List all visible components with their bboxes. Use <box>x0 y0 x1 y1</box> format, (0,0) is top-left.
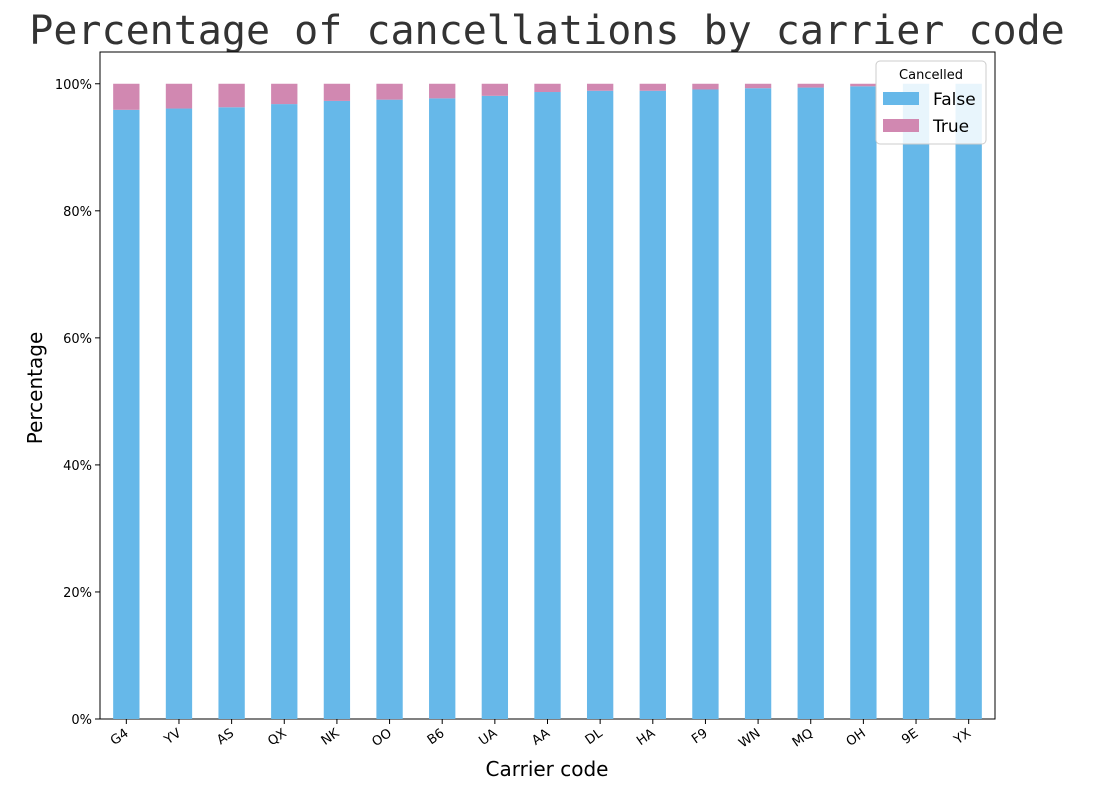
bar-false-g4 <box>113 109 140 720</box>
bar-true-yv <box>165 83 193 109</box>
bar-false-aa <box>534 92 561 719</box>
bar-false-wn <box>744 88 772 720</box>
bar-false-oo <box>376 99 403 719</box>
legend-label-false: False <box>933 90 976 110</box>
y-tick-label: 20% <box>63 586 92 601</box>
x-axis-label: Carrier code <box>486 757 609 781</box>
bar-false-f9 <box>692 89 719 719</box>
bar-true-nk <box>323 83 351 101</box>
legend: Cancelled False True <box>875 60 987 145</box>
bar-true-dl <box>586 83 614 91</box>
bar-true-oo <box>376 83 403 100</box>
legend-swatch-false <box>883 92 919 105</box>
x-tick-label: MQ <box>790 726 816 751</box>
x-tick-label: QX <box>265 726 289 749</box>
bar-false-ha <box>639 90 666 720</box>
bar-true-oh <box>850 83 877 87</box>
bar-true-g4 <box>113 83 140 110</box>
x-tick-label: F9 <box>689 726 711 747</box>
x-tick-label: WN <box>736 726 763 751</box>
x-tick-label: YX <box>951 726 974 749</box>
legend-label-true: True <box>932 117 969 137</box>
x-tick-label: HA <box>634 726 658 749</box>
bar-false-nk <box>323 100 351 719</box>
x-tick-label: G4 <box>108 726 132 749</box>
y-tick-label: 60% <box>63 332 92 347</box>
x-tick-label: YV <box>161 726 184 749</box>
y-tick-label: 40% <box>63 459 92 474</box>
bar-false-b6 <box>429 98 456 720</box>
x-tick-label: UA <box>476 726 500 749</box>
bar-false-dl <box>586 90 614 720</box>
bar-false-qx <box>271 104 298 719</box>
chart-title: Percentage of cancellations by carrier c… <box>29 8 1065 54</box>
x-tick-label: OH <box>844 726 869 750</box>
bar-false-yx <box>955 83 982 719</box>
x-axis: G4 YV AS QX NK OO B6 UA AA DL HA F9 WN MQ OH 9E YX <box>108 719 974 751</box>
bar-false-9e <box>902 83 930 719</box>
bar-false-ua <box>481 95 509 720</box>
bar-true-qx <box>271 83 298 105</box>
bars <box>113 83 982 720</box>
legend-swatch-true <box>883 119 919 132</box>
x-tick-label: B6 <box>425 726 448 748</box>
bar-false-mq <box>797 87 824 719</box>
bar-false-yv <box>165 108 193 719</box>
y-axis-label: Percentage <box>23 332 47 445</box>
x-tick-label: AS <box>214 726 237 748</box>
y-tick-label: 100% <box>55 78 92 93</box>
bar-true-b6 <box>429 83 456 99</box>
x-tick-label: AA <box>529 726 553 749</box>
bar-false-as <box>218 107 245 719</box>
y-tick-label: 0% <box>71 713 92 728</box>
x-tick-label: OO <box>369 726 394 750</box>
legend-title: Cancelled <box>899 68 963 83</box>
bar-true-ua <box>481 83 509 96</box>
bar-true-as <box>218 83 245 108</box>
x-tick-label: 9E <box>899 726 921 748</box>
y-tick-label: 80% <box>63 205 92 220</box>
y-axis: 0% 20% 40% 60% 80% 100% <box>55 78 100 728</box>
bar-true-ha <box>639 83 666 91</box>
bar-false-oh <box>850 86 877 719</box>
x-tick-label: DL <box>583 726 606 749</box>
x-tick-label: NK <box>319 726 343 749</box>
bar-true-aa <box>534 83 561 93</box>
bar-true-wn <box>744 83 772 89</box>
bar-true-mq <box>797 83 824 88</box>
bar-true-f9 <box>692 83 719 90</box>
